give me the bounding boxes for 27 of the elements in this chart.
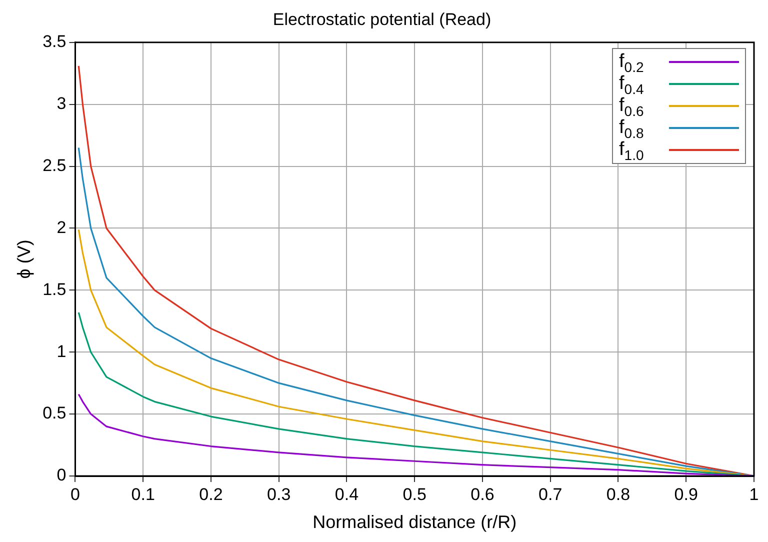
x-tick-label: 0.1 [131,484,155,504]
y-axis-title: ϕ (V) [14,240,34,279]
x-tick-label: 0.8 [606,484,630,504]
legend-label: f$_{0.4}$ [619,72,645,96]
legend-label: f$_{1.0}$ [619,138,645,162]
x-tick-label: 0 [70,484,80,504]
legend-label: f$_{0.2}$ [619,50,645,74]
y-tick-label: 0 [56,466,66,485]
y-tick-label: 1.5 [42,280,66,299]
y-tick-label: 1 [56,342,66,361]
x-tick-label: 0.6 [470,484,494,504]
x-tick-label: 0.9 [674,484,698,504]
y-tick-label: 3 [56,94,66,114]
x-tick-label: 0.2 [199,484,223,504]
x-axis-title: Normalised distance (r/R) [312,512,517,532]
x-tick-label: 0.7 [538,484,562,504]
legend-label: f$_{0.8}$ [619,116,645,140]
x-tick-label: 0.4 [334,484,359,504]
chart-title: Electrostatic potential (Read) [272,10,492,29]
x-tick-label: 1 [749,484,759,504]
legend-label: f$_{0.6}$ [619,94,645,118]
x-tick-label: 0.3 [267,484,291,504]
y-tick-label: 2.5 [42,156,66,175]
y-tick-label: 0.5 [42,404,66,423]
y-tick-label: 3.5 [42,32,66,52]
x-tick-label: 0.5 [402,484,426,504]
y-tick-label: 2 [56,218,66,237]
